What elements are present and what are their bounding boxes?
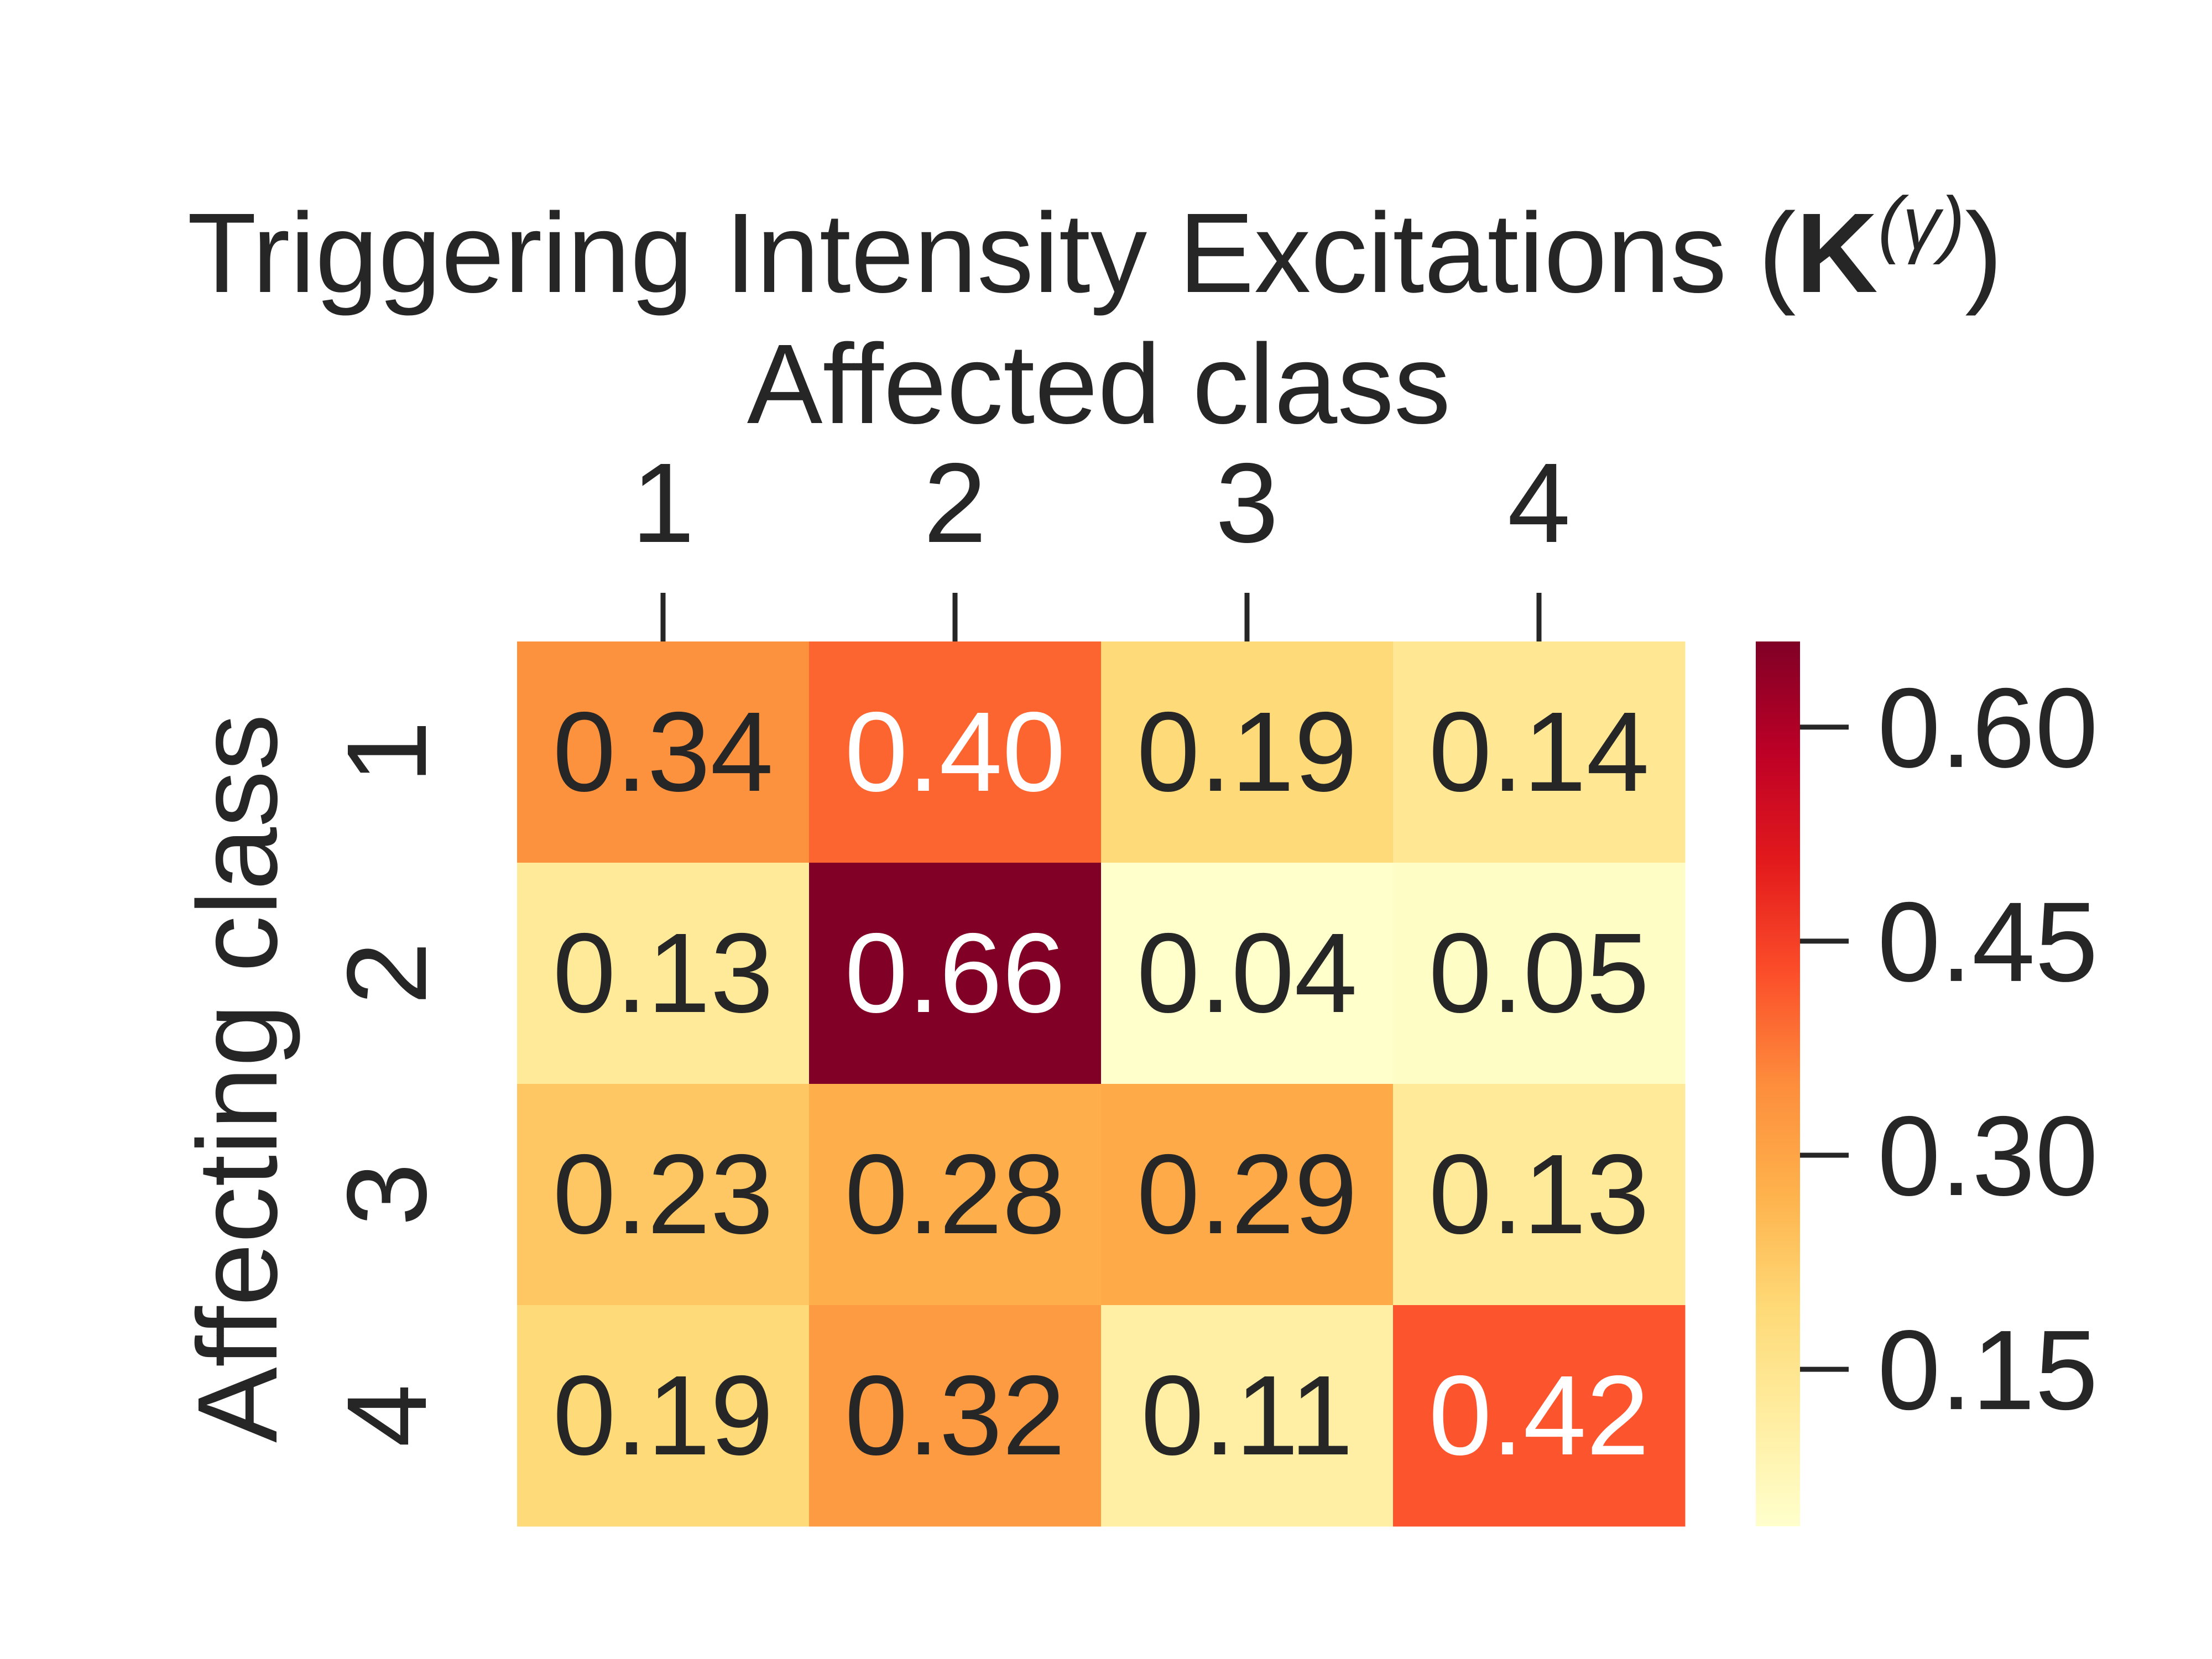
heatmap-cell-r1-c1 [517,641,810,863]
heatmap-cell-r1-c2 [809,641,1102,863]
heatmap-cell-r2-c1 [517,863,810,1084]
x-axis-ticks: 1 2 3 4 [632,440,1571,641]
x-tick-label-3: 3 [1215,440,1279,566]
heatmap-value-r4-c3: 0.11 [1141,1352,1353,1479]
heatmap-value-r1-c3: 0.19 [1137,688,1358,815]
heatmap-cell-r1-c3 [1101,641,1394,863]
heatmap-value-r3-c1: 0.23 [553,1131,774,1258]
y-tick-label-2: 2 [324,942,450,1005]
heatmap-value-r1-c2: 0.40 [845,688,1066,815]
heatmap-cell-r4-c2 [809,1305,1102,1527]
heatmap-value-r3-c4: 0.13 [1429,1131,1650,1258]
colorbar-tick-label-3: 0.45 [1877,879,2098,1005]
heatmap-value-r3-c2: 0.28 [845,1131,1066,1258]
heatmap-cell-r1-c4 [1393,641,1686,863]
heatmap-cell-r4-c1 [517,1305,810,1527]
heatmap-value-r1-c1: 0.34 [553,688,774,815]
heatmap-value-r2-c3: 0.04 [1137,910,1358,1036]
colorbar-ticks: 0.15 0.30 0.45 0.60 [1800,665,2098,1433]
heatmap-value-r3-c3: 0.29 [1137,1131,1358,1258]
y-tick-label-4: 4 [324,1384,450,1447]
heatmap-cell-r3-c3 [1101,1084,1394,1306]
heatmap-value-r2-c1: 0.13 [553,910,774,1036]
colorbar-tick-label-1: 0.15 [1877,1307,2098,1433]
heatmap-value-r4-c2: 0.32 [845,1352,1066,1479]
heatmap-cell-r2-c4 [1393,863,1686,1084]
heatmap-cell-labels: 0.34 0.40 0.19 0.14 0.13 0.66 0.04 0.05 0.23 0.28… [553,688,1650,1479]
heatmap-cells [517,641,1686,1527]
heatmap-value-r1-c4: 0.14 [1429,688,1650,815]
heatmap-value-r2-c2: 0.66 [845,910,1066,1036]
y-tick-label-3: 3 [324,1163,450,1226]
heatmap-value-r2-c4: 0.05 [1429,910,1650,1036]
heatmap-value-r4-c4: 0.42 [1429,1352,1650,1479]
heatmap-cell-r3-c2 [809,1084,1102,1306]
colorbar-tick-label-2: 0.30 [1877,1093,2098,1219]
y-axis-label: Affecting class [174,714,301,1443]
x-axis-label: Affected class [747,321,1451,447]
colorbar [1756,641,1800,1526]
heatmap-cell-r2-c2 [809,863,1102,1084]
heatmap-cell-r4-c4 [1393,1305,1686,1527]
heatmap-value-r4-c1: 0.19 [553,1352,774,1479]
x-tick-label-4: 4 [1507,440,1571,566]
chart-title: Triggering Intensity Excitations (K(γ)) [187,181,2003,316]
y-axis-ticks: 1 2 3 4 [324,721,450,1447]
heatmap-cell-r3-c4 [1393,1084,1686,1306]
x-tick-label-2: 2 [924,440,987,566]
heatmap-cell-r2-c3 [1101,863,1394,1084]
colorbar-tick-label-4: 0.60 [1877,665,2098,791]
x-tick-label-1: 1 [632,440,695,566]
heatmap-cell-r3-c1 [517,1084,810,1306]
y-tick-label-1: 1 [324,721,450,784]
heatmap-cell-r4-c3 [1101,1305,1394,1527]
